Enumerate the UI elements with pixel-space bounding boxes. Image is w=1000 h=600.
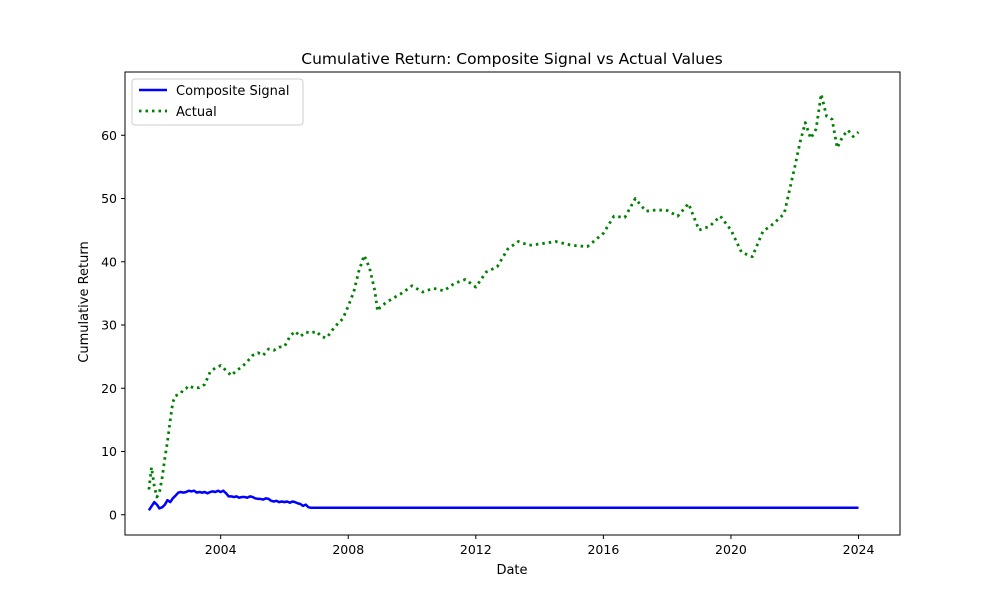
axes: 2004 2008 2012 2016 2020 2024 0 10 20 30 40 50 60 <box>101 71 901 557</box>
x-tick-label-2008: 2008 <box>332 542 364 557</box>
y-tick-label-60: 60 <box>101 128 117 143</box>
x-tick-label-2016: 2016 <box>587 542 619 557</box>
x-tick-label-2024: 2024 <box>843 542 875 557</box>
chart-title: Cumulative Return: Composite Signal vs A… <box>301 50 722 68</box>
y-tick-label-20: 20 <box>101 381 117 396</box>
plot-area <box>147 92 860 511</box>
legend: Composite Signal Actual <box>131 78 304 126</box>
y-axis-label: Cumulative Return <box>77 241 92 362</box>
legend-label-composite-signal: Composite Signal <box>176 84 289 99</box>
x-tick-label-2012: 2012 <box>460 542 492 557</box>
x-axis-label: Date <box>496 563 527 578</box>
y-tick-label-50: 50 <box>101 191 117 206</box>
x-tick-label-2020: 2020 <box>715 542 747 557</box>
y-tick-label-0: 0 <box>109 507 117 522</box>
x-tick-label-2004: 2004 <box>205 542 237 557</box>
series-line-composite-signal <box>147 489 859 511</box>
plot-frame <box>124 71 901 536</box>
legend-box <box>131 78 304 126</box>
legend-label-actual: Actual <box>176 105 217 120</box>
y-tick-label-30: 30 <box>101 318 117 333</box>
y-tick-label-10: 10 <box>101 444 117 459</box>
y-tick-label-40: 40 <box>101 254 117 269</box>
